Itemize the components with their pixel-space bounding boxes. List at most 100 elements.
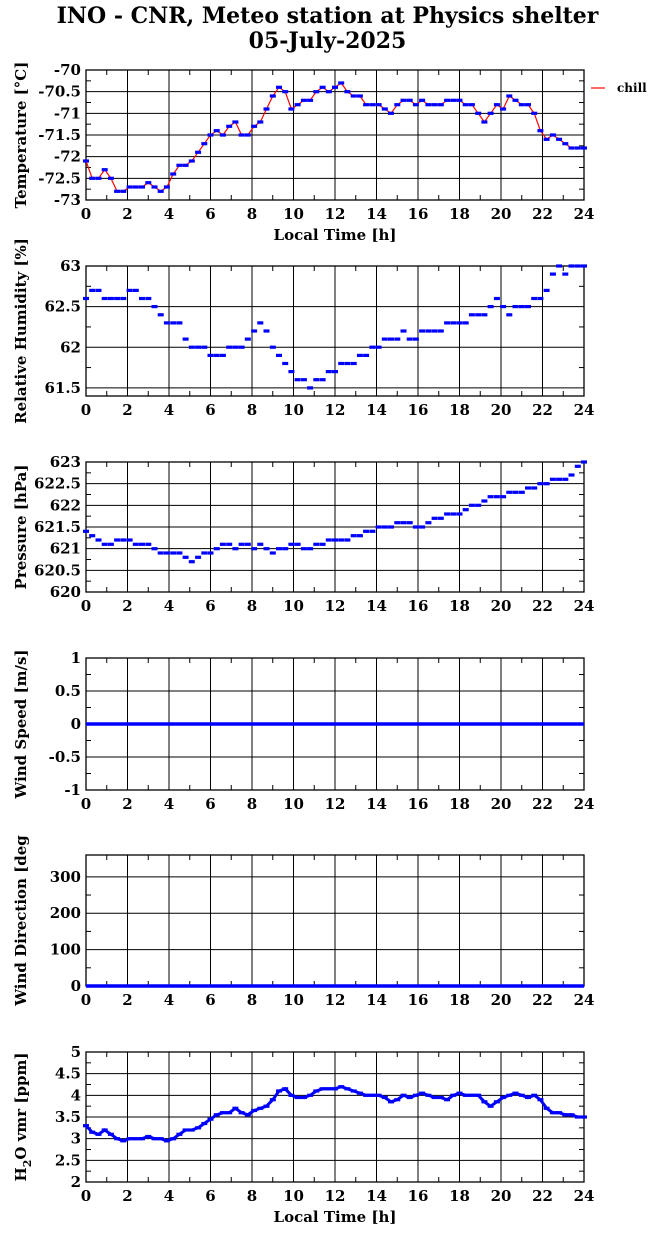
data-point bbox=[120, 538, 127, 542]
data-point bbox=[338, 361, 345, 366]
y-tick-label: -71.5 bbox=[38, 126, 81, 144]
y-tick-label: 1 bbox=[71, 649, 81, 667]
data-point bbox=[120, 189, 127, 193]
x-tick-label: 20 bbox=[491, 795, 512, 813]
data-point bbox=[412, 1093, 419, 1097]
data-point bbox=[500, 107, 507, 111]
data-point bbox=[568, 146, 575, 150]
data-point bbox=[581, 1115, 587, 1119]
x-tick-label: 10 bbox=[283, 597, 304, 615]
data-point bbox=[176, 551, 183, 555]
data-point bbox=[207, 551, 214, 555]
data-point bbox=[518, 1093, 525, 1097]
data-point bbox=[145, 296, 152, 301]
data-point bbox=[226, 345, 233, 349]
data-point bbox=[182, 1128, 189, 1132]
data-point bbox=[500, 495, 507, 499]
data-point bbox=[531, 296, 538, 301]
data-point bbox=[369, 103, 376, 107]
data-point bbox=[238, 1111, 245, 1115]
x-tick-label: 8 bbox=[247, 205, 257, 223]
x-axis-label: Local Time [h] bbox=[274, 1208, 397, 1226]
x-tick-label: 22 bbox=[532, 1187, 553, 1205]
data-point bbox=[300, 1095, 307, 1100]
data-point bbox=[500, 305, 507, 309]
data-point bbox=[388, 1100, 394, 1104]
data-point bbox=[276, 85, 282, 89]
data-point bbox=[132, 185, 139, 189]
data-point bbox=[406, 1095, 413, 1100]
x-tick-label: 8 bbox=[247, 991, 257, 1009]
data-point bbox=[419, 1091, 426, 1095]
data-point bbox=[574, 464, 581, 468]
y-tick-label: 3 bbox=[71, 1130, 81, 1148]
data-point bbox=[394, 1098, 401, 1102]
x-tick-label: 2 bbox=[122, 1187, 132, 1205]
x-tick-label: 10 bbox=[283, 991, 304, 1009]
data-point bbox=[431, 516, 438, 520]
data-point bbox=[437, 516, 444, 520]
x-tick-label: 0 bbox=[81, 1187, 91, 1205]
data-point bbox=[568, 1113, 575, 1117]
data-point bbox=[319, 378, 326, 382]
data-point bbox=[475, 503, 482, 507]
data-point bbox=[394, 337, 401, 341]
data-point bbox=[163, 185, 170, 189]
legend-label: chill bbox=[617, 81, 647, 95]
x-tick-label: 22 bbox=[532, 597, 553, 615]
data-point bbox=[338, 538, 345, 542]
data-point bbox=[512, 305, 519, 309]
x-tick-label: 0 bbox=[81, 795, 91, 813]
data-point bbox=[139, 296, 145, 301]
data-point bbox=[537, 296, 544, 301]
data-point bbox=[238, 542, 245, 546]
x-tick-label: 24 bbox=[574, 205, 595, 223]
data-point bbox=[132, 1137, 139, 1141]
data-point bbox=[282, 361, 289, 366]
data-point bbox=[375, 525, 382, 529]
data-point bbox=[263, 547, 270, 551]
data-point bbox=[176, 321, 183, 325]
data-point bbox=[394, 521, 401, 525]
data-point bbox=[356, 534, 363, 538]
data-point bbox=[151, 305, 158, 309]
data-point bbox=[276, 1089, 282, 1093]
data-point bbox=[188, 1128, 195, 1132]
data-point bbox=[344, 538, 351, 542]
x-tick-label: 14 bbox=[366, 401, 387, 419]
data-point bbox=[444, 512, 451, 516]
data-point bbox=[531, 111, 538, 115]
x-tick-label: 4 bbox=[164, 1187, 174, 1205]
data-point bbox=[363, 529, 370, 533]
data-point bbox=[574, 1115, 581, 1119]
data-point bbox=[201, 551, 208, 555]
data-point bbox=[232, 345, 239, 349]
data-point bbox=[419, 525, 426, 529]
x-axis-label: Local Time [h] bbox=[274, 226, 397, 244]
x-tick-label: 8 bbox=[247, 401, 257, 419]
y-axis-label-part: O vmr [ppm] bbox=[12, 1053, 30, 1160]
data-point bbox=[581, 146, 587, 150]
x-tick-label: 6 bbox=[205, 1187, 215, 1205]
data-point bbox=[182, 163, 189, 167]
data-point bbox=[313, 542, 320, 546]
data-point bbox=[126, 185, 133, 189]
data-point bbox=[226, 542, 233, 546]
data-point bbox=[475, 111, 482, 115]
x-tick-label: 20 bbox=[491, 991, 512, 1009]
data-point bbox=[556, 1111, 563, 1115]
x-tick-label: 18 bbox=[449, 401, 470, 419]
x-tick-label: 2 bbox=[122, 401, 132, 419]
data-point bbox=[369, 345, 376, 349]
x-tick-label: 2 bbox=[122, 991, 132, 1009]
x-tick-label: 16 bbox=[408, 401, 429, 419]
x-tick-label: 24 bbox=[574, 795, 595, 813]
y-tick-label: 63 bbox=[60, 257, 81, 275]
data-point bbox=[562, 272, 569, 276]
y-tick-label: -0.5 bbox=[49, 748, 81, 766]
data-point bbox=[101, 542, 108, 546]
data-point bbox=[139, 1137, 145, 1141]
x-tick-label: 20 bbox=[491, 597, 512, 615]
data-point bbox=[356, 94, 363, 98]
